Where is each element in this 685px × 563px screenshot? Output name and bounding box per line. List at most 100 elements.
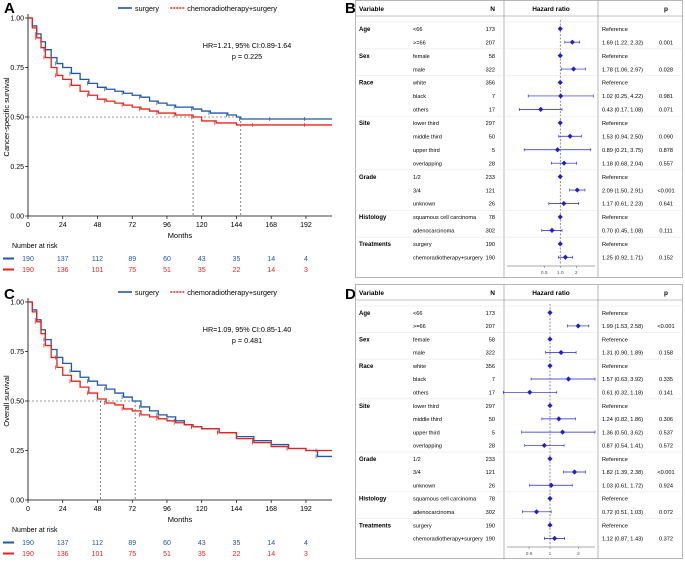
risk-table-cell: 14 xyxy=(267,256,275,263)
x-tick-label: 24 xyxy=(59,222,67,229)
row-p: 0.372 xyxy=(659,537,673,543)
row-p: 0.152 xyxy=(659,255,673,261)
hr-point xyxy=(547,402,553,409)
hr-point xyxy=(557,79,563,86)
row-hr-text: Reference xyxy=(602,27,628,33)
row-label: squamous cell carcinoma xyxy=(413,215,477,221)
row-p: 0.537 xyxy=(659,430,673,436)
risk-table-title: Number at risk xyxy=(12,243,58,250)
row-n: 207 xyxy=(486,40,495,46)
row-hr-text: 1.18 (0.68, 2.04) xyxy=(602,161,643,167)
hr-point xyxy=(558,349,564,356)
row-label: middle third xyxy=(413,417,442,423)
hr-point xyxy=(557,241,563,247)
row-hr-text: Reference xyxy=(602,54,628,60)
hr-point xyxy=(533,509,540,515)
column-header-p: p xyxy=(664,6,668,13)
row-p: 0.071 xyxy=(659,108,673,114)
risk-table-cell: 35 xyxy=(198,267,206,274)
row-p: <0.001 xyxy=(657,470,674,476)
y-tick-label: 0.00 xyxy=(10,214,24,221)
row-p: 0.141 xyxy=(659,391,673,397)
row-n: 322 xyxy=(486,67,495,73)
y-tick-label: 0.25 xyxy=(10,164,24,171)
forest-plot-cancer-specific: Variable N Hazard ratio p Age <66 173 Reference… xyxy=(355,0,683,278)
row-n: 7 xyxy=(492,94,495,100)
row-n: 26 xyxy=(489,202,495,208)
y-tick-label: 0.75 xyxy=(10,349,24,356)
risk-table-cell: 136 xyxy=(57,267,69,274)
row-n: 173 xyxy=(486,27,495,33)
row-p: 0.072 xyxy=(659,510,673,516)
column-header-hr: Hazard ratio xyxy=(532,290,570,297)
row-hr-text: Reference xyxy=(602,523,628,529)
hr-point xyxy=(569,39,575,45)
risk-table-cell: 43 xyxy=(198,540,206,547)
group-label: Age xyxy=(359,311,371,317)
forest-plot-overall: Variable N Hazard ratio p Age <66 173 Reference… xyxy=(355,284,683,559)
group-label: Sex xyxy=(359,337,370,343)
risk-table-cell: 4 xyxy=(304,256,308,263)
row-hr-text: 1.02 (0.25, 4.22) xyxy=(602,94,643,100)
row-label: black xyxy=(413,377,426,383)
hr-point xyxy=(567,133,573,139)
legend: surgery chemoradiotherapy+surgery xyxy=(118,288,277,297)
x-tick-label: 48 xyxy=(94,222,102,229)
group-label: Treatments xyxy=(359,523,392,529)
forest-x-tick-label: 0.6 xyxy=(526,551,533,557)
row-hr-text: 1.99 (1.53, 2.58) xyxy=(602,324,643,330)
x-tick-label: 96 xyxy=(163,506,171,513)
row-hr-text: Reference xyxy=(602,215,628,221)
group-label: Race xyxy=(359,81,374,87)
group-label: Site xyxy=(359,121,371,127)
row-hr-text: 1.31 (0.90, 1.89) xyxy=(602,351,643,357)
row-p: 0.028 xyxy=(659,67,673,73)
risk-table-cell: 137 xyxy=(57,256,69,263)
hr-point xyxy=(557,120,563,126)
risk-table-title: Number at risk xyxy=(12,527,58,534)
row-n: 50 xyxy=(489,134,495,140)
risk-table-cell: 3 xyxy=(304,267,308,274)
legend-label-surgery: surgery xyxy=(135,4,159,13)
x-axis-label: Months xyxy=(168,515,193,524)
hr-point xyxy=(557,174,563,180)
y-tick-label: 0.50 xyxy=(10,399,24,406)
risk-table-cell: 89 xyxy=(128,256,136,263)
row-p: 0.111 xyxy=(659,229,672,235)
risk-table-cell: 112 xyxy=(92,540,103,547)
panel-letter-b: B xyxy=(345,0,356,17)
x-tick-label: 192 xyxy=(300,222,312,229)
row-hr-text: 0.87 (0.54, 1.41) xyxy=(602,444,643,450)
risk-table-cell: 43 xyxy=(198,256,206,263)
group-label: Histology xyxy=(359,215,387,221)
km-chart-cancer-specific: surgery chemoradiotherapy+surgery 0.00 0.25… xyxy=(2,4,332,274)
y-tick-label: 1.00 xyxy=(10,300,24,307)
y-tick-label: 0.25 xyxy=(10,448,24,455)
row-n: 207 xyxy=(486,324,495,330)
row-hr-text: Reference xyxy=(602,457,628,463)
row-n: 28 xyxy=(489,161,495,167)
row-label: overlapping xyxy=(413,161,442,167)
row-hr-text: 1.36 (0.50, 3.62) xyxy=(602,430,643,436)
column-header-n: N xyxy=(490,290,495,297)
risk-table-cell: 35 xyxy=(198,551,206,558)
row-label: <66 xyxy=(413,311,423,317)
hr-point xyxy=(558,93,564,99)
row-hr-text: Reference xyxy=(602,175,628,181)
row-p: 0.158 xyxy=(659,351,673,357)
forest-x-tick-label: 2 xyxy=(577,551,580,557)
risk-table-cell: 60 xyxy=(163,256,171,263)
row-label: male xyxy=(413,67,425,73)
hr-point xyxy=(574,187,580,193)
x-tick-label: 168 xyxy=(265,222,277,229)
row-p: 0.001 xyxy=(659,40,673,46)
km-curve-chemo xyxy=(28,301,332,452)
y-axis-label: Overall survival xyxy=(2,375,11,427)
row-hr-text: 2.09 (1.50, 2.91) xyxy=(602,188,643,194)
row-n: 190 xyxy=(486,523,495,529)
hr-point xyxy=(570,66,577,72)
forest-x-tick-label: 0.5 xyxy=(541,270,548,276)
legend: surgery chemoradiotherapy+surgery xyxy=(118,4,277,13)
row-p: 0.557 xyxy=(659,161,673,167)
hr-point xyxy=(559,429,566,435)
